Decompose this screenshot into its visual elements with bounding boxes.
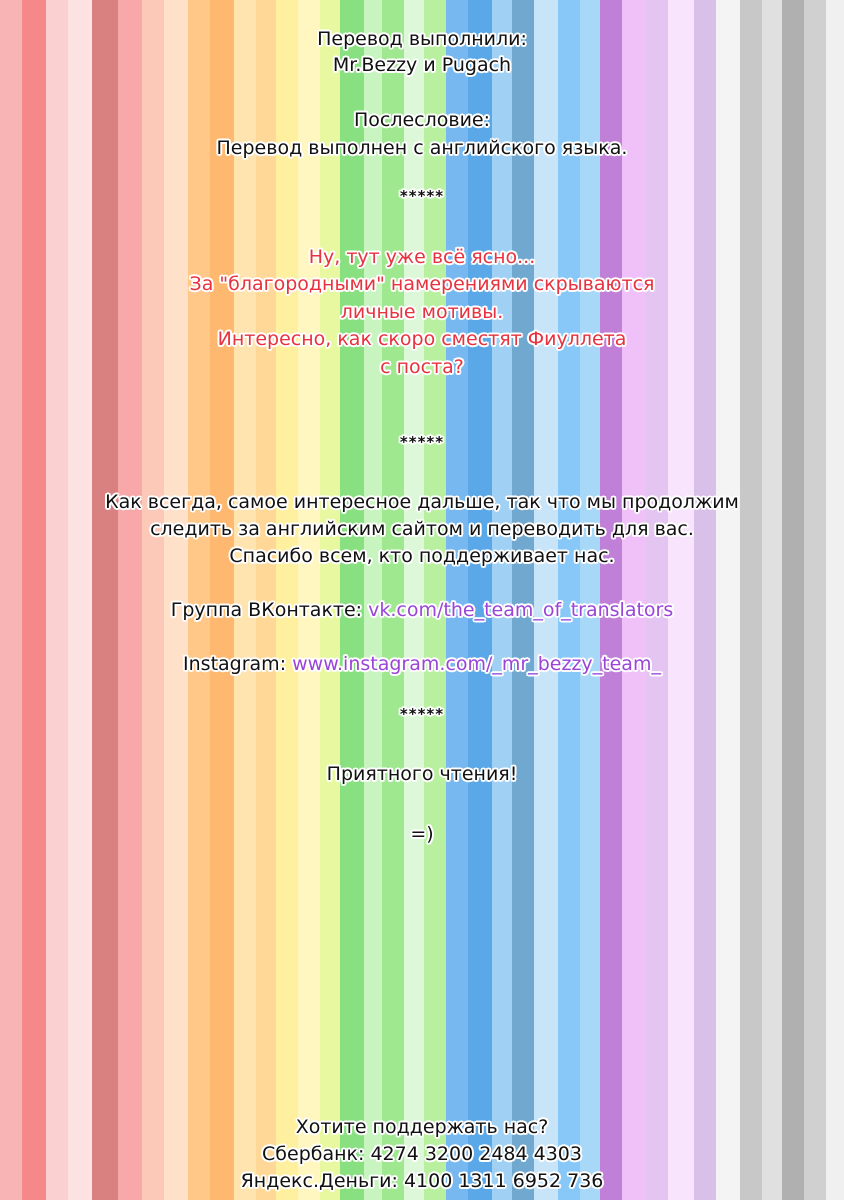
background-stripe bbox=[534, 0, 558, 1200]
sberbank-details: Сбербанк: 4274 3200 2484 4303 bbox=[262, 1143, 582, 1165]
instagram-label: Instagram: bbox=[183, 653, 293, 675]
background-stripe bbox=[118, 0, 142, 1200]
background-stripe bbox=[424, 0, 446, 1200]
background-stripe bbox=[0, 0, 22, 1200]
message-line-3: Спасибо всем, кто поддерживает нас. bbox=[229, 545, 615, 567]
comment-line-5: с поста? bbox=[380, 356, 464, 378]
comment-line-4: Интересно, как скоро сместят Фиуллета bbox=[217, 328, 627, 350]
background-stripe bbox=[804, 0, 826, 1200]
background-stripe bbox=[740, 0, 762, 1200]
background-stripe bbox=[210, 0, 234, 1200]
background-stripe bbox=[256, 0, 276, 1200]
instagram: Instagram: www.instagram.com/_mr_bezzy_t… bbox=[0, 652, 844, 676]
smiley: =) bbox=[410, 823, 434, 845]
background-stripe bbox=[142, 0, 164, 1200]
support-title: Хотите поддержать нас? bbox=[295, 1116, 549, 1138]
background-stripe bbox=[188, 0, 210, 1200]
separator-3: ***** bbox=[399, 705, 445, 723]
afterword-text: Перевод выполнен с английского языка. bbox=[216, 137, 628, 159]
comment-line-3: личные мотивы. bbox=[340, 301, 504, 323]
background-stripe bbox=[340, 0, 364, 1200]
afterword-title: Послесловие: bbox=[353, 109, 491, 131]
background-stripe bbox=[622, 0, 646, 1200]
background-stripe bbox=[668, 0, 694, 1200]
vk-label: Группа ВКонтакте: bbox=[170, 599, 369, 621]
background-stripe bbox=[646, 0, 668, 1200]
background-stripe bbox=[716, 0, 740, 1200]
credits-line-1: Перевод выполнили: bbox=[317, 28, 527, 50]
background-stripe bbox=[512, 0, 534, 1200]
background-stripe bbox=[46, 0, 68, 1200]
background-stripe bbox=[234, 0, 256, 1200]
background-stripe bbox=[320, 0, 340, 1200]
background-stripe bbox=[404, 0, 424, 1200]
message-line-2: следить за английским сайтом и переводит… bbox=[150, 518, 694, 540]
message-line-1: Как всегда, самое интересное дальше, так… bbox=[105, 491, 739, 513]
vk-group: Группа ВКонтакте: vk.com/the_team_of_tra… bbox=[0, 598, 844, 622]
background-stripe bbox=[762, 0, 782, 1200]
background-stripe bbox=[782, 0, 804, 1200]
comment-line-1: Ну, тут уже всё ясно... bbox=[308, 246, 536, 268]
separator-2: ***** bbox=[399, 433, 445, 451]
background-stripe bbox=[446, 0, 468, 1200]
background-stripe bbox=[826, 0, 844, 1200]
background-stripe bbox=[22, 0, 46, 1200]
background-stripe bbox=[600, 0, 622, 1200]
background-stripe bbox=[92, 0, 118, 1200]
background-stripe bbox=[382, 0, 404, 1200]
instagram-link[interactable]: www.instagram.com/_mr_bezzy_team_ bbox=[292, 653, 661, 675]
background-stripe bbox=[164, 0, 188, 1200]
yandex-money-details: Яндекс.Деньги: 4100 1311 6952 736 bbox=[240, 1170, 604, 1192]
background-stripe bbox=[468, 0, 492, 1200]
background-stripe bbox=[580, 0, 600, 1200]
credits-line-2: Mr.Bezzy и Pugach bbox=[332, 54, 512, 76]
background-stripe bbox=[694, 0, 716, 1200]
background-stripe bbox=[558, 0, 580, 1200]
background-stripe bbox=[492, 0, 512, 1200]
background-stripe bbox=[276, 0, 298, 1200]
closing-text: Приятного чтения! bbox=[326, 763, 518, 785]
background-stripe bbox=[298, 0, 320, 1200]
vk-link[interactable]: vk.com/the_team_of_translators bbox=[368, 599, 674, 621]
background-stripe bbox=[68, 0, 92, 1200]
comment-line-2: За "благородными" намерениями скрываются bbox=[189, 273, 655, 295]
background-stripe bbox=[364, 0, 382, 1200]
separator-1: ***** bbox=[399, 187, 445, 205]
